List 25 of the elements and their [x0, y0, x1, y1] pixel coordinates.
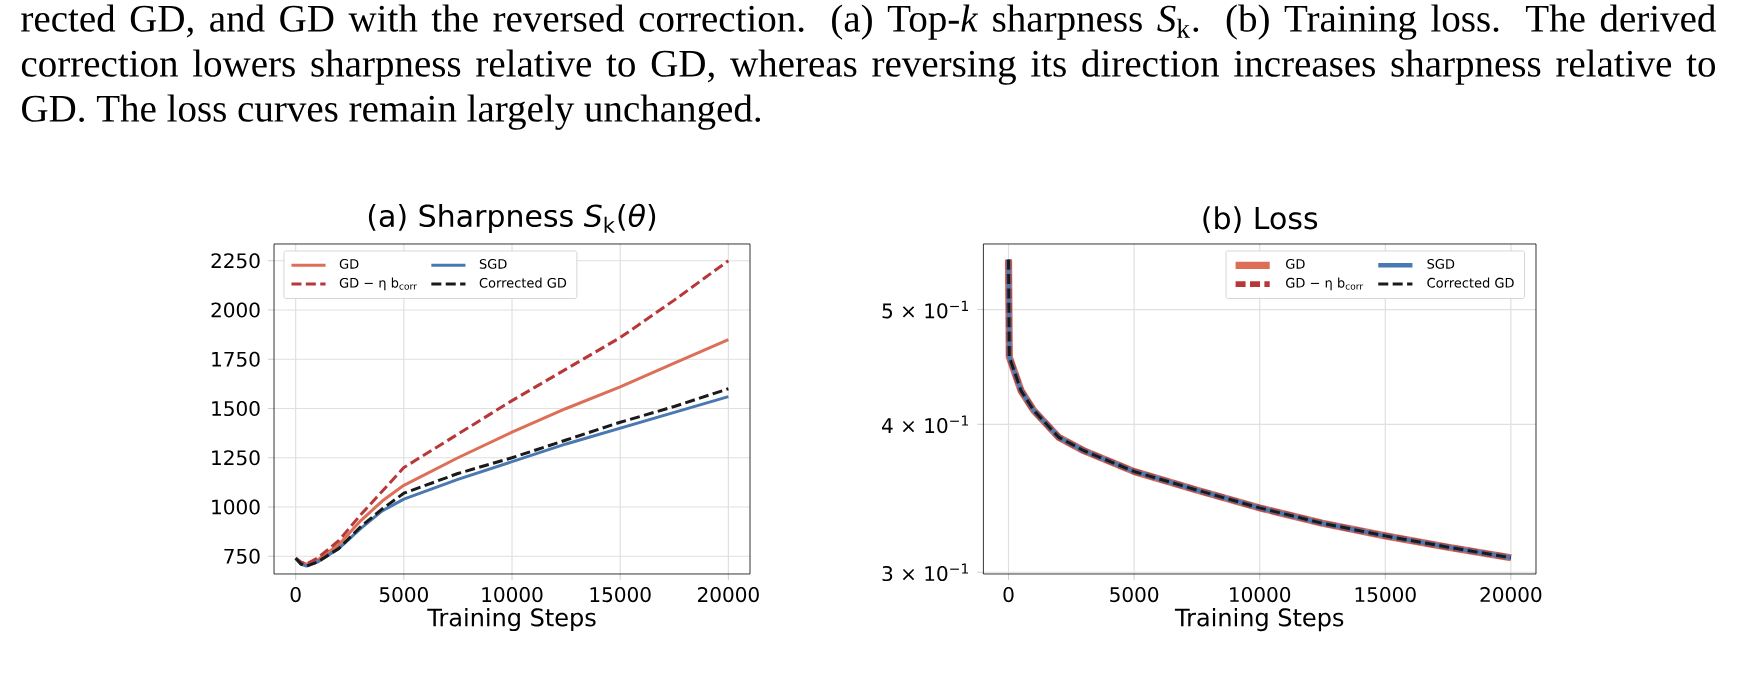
x-tick-label: 20000 — [1480, 587, 1542, 603]
y-tick-label: 2250 — [211, 253, 260, 269]
chart-title: (b) Loss — [1203, 206, 1318, 233]
y-tick-label: 1000 — [212, 499, 260, 515]
y-tick-label: 1750 — [212, 351, 260, 367]
x-axis-title: Training Steps — [427, 607, 596, 632]
y-tick-label: 5 × 10$^{−1}$ — [882, 300, 969, 319]
y-tick-label: 1500 — [212, 400, 260, 417]
chart-title: (a) Sharpness S$_{k}$(θ) — [368, 203, 656, 233]
x-tick-label: 15000 — [1355, 587, 1416, 603]
x-tick-label: 15000 — [590, 587, 651, 603]
y-tick-label: 3 × 10$^{−1}$ — [882, 563, 969, 582]
text: rected GD, and GD with the reversed correction. (a) Top-k sharpness S$_{k}$. (b) Training loss. The derived correction lowers sharpness relative to GD, whereas reversing its direction increases sharpness relative to GD. The loss curves remain largely unchanged. — [21, 4, 1716, 130]
x-tick-label: 10000 — [1230, 587, 1291, 603]
y-tick-label: 2000 — [211, 302, 260, 318]
x-tick-label: 5000 — [379, 587, 428, 603]
x-axis-title: Training Steps — [1174, 607, 1344, 632]
y-tick-label: 4 × 10$^{−1}$ — [882, 415, 969, 434]
y-tick-label: 750 — [224, 548, 260, 564]
x-tick-label: 0 — [290, 587, 301, 603]
x-tick-label: 5000 — [1110, 587, 1159, 603]
y-tick-label: 1250 — [212, 450, 260, 466]
x-tick-label: 20000 — [698, 587, 759, 603]
x-tick-label: 0 — [1003, 587, 1014, 603]
x-tick-label: 10000 — [482, 587, 543, 603]
